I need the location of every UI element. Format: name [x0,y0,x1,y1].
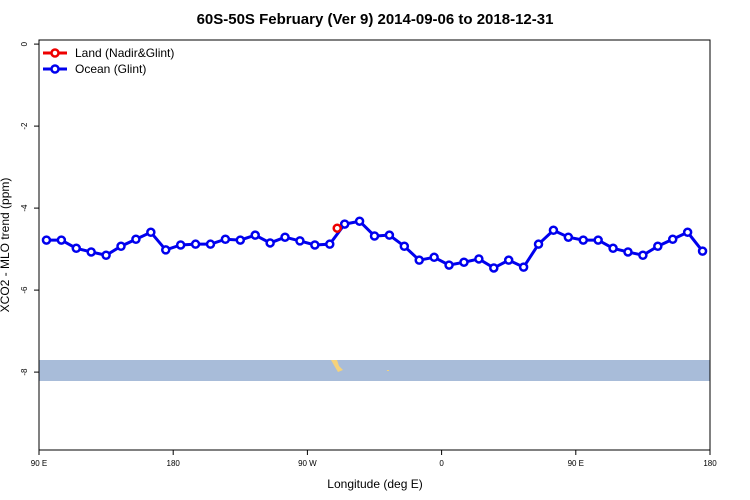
plot-frame [38,39,711,451]
data-point [399,241,410,251]
data-point [384,230,395,240]
data-point [354,216,365,226]
x-tick-label: 90 W [298,459,317,468]
data-point [332,223,342,233]
data-point [563,232,574,242]
data-point [503,255,514,265]
series-line [46,219,704,270]
data-point [265,238,275,248]
data-point [175,240,186,250]
y-tick-label: 0 [20,41,29,46]
x-tick-label: 90 E [568,459,584,468]
x-tick-label: 0 [439,459,444,468]
y-tick-label: -8 [20,368,29,376]
data-point [548,225,559,235]
data-point [325,239,335,249]
data-point [116,241,126,251]
chart-title: 60S-50S February (Ver 9) 2014-09-06 to 2… [197,11,554,28]
y-tick-label: -2 [20,122,29,130]
data-point [310,240,320,250]
data-point [638,250,648,260]
legend-label: Land (Nadir&Glint) [75,46,174,60]
data-point [205,239,216,249]
data-point [56,235,67,245]
map-strip [39,360,710,381]
data-point [682,227,693,238]
data-point [489,263,499,273]
data-point [429,252,439,263]
legend-label: Ocean (Glint) [75,62,146,76]
data-point [146,227,156,238]
data-point [459,257,469,267]
legend-marker [50,64,60,74]
x-tick-label: 180 [167,459,181,468]
y-tick-label: -4 [20,204,29,212]
data-point [41,235,52,245]
x-tick-label: 90 E [31,459,47,468]
data-point [295,236,305,246]
data-point [190,239,201,249]
x-tick-label: 180 [703,459,717,468]
data-point [653,241,663,251]
data-point [414,255,424,265]
data-point [250,230,260,240]
data-point [369,231,380,241]
data-point [518,262,529,272]
data-point [71,243,82,254]
data-point [160,245,171,255]
data-point [623,247,633,257]
data-point [131,234,141,245]
data-point [235,235,246,245]
data-point [608,243,618,254]
y-axis-label: XCO2 - MLO trend (ppm) [0,178,12,313]
x-axis-label: Longitude (deg E) [327,477,422,491]
data-point [339,219,350,229]
data-point [101,250,111,260]
data-point [444,260,454,270]
data-point [593,235,603,245]
data-point [578,235,589,245]
data-point [697,246,708,256]
data-point [220,234,231,245]
data-point [474,254,484,264]
data-point [533,239,544,249]
legend-marker [50,48,60,58]
land-patch [387,370,389,371]
data-point [667,234,678,245]
land-patch [331,360,343,372]
data-point [280,232,290,242]
data-point [86,247,96,257]
y-tick-label: -6 [20,286,29,294]
